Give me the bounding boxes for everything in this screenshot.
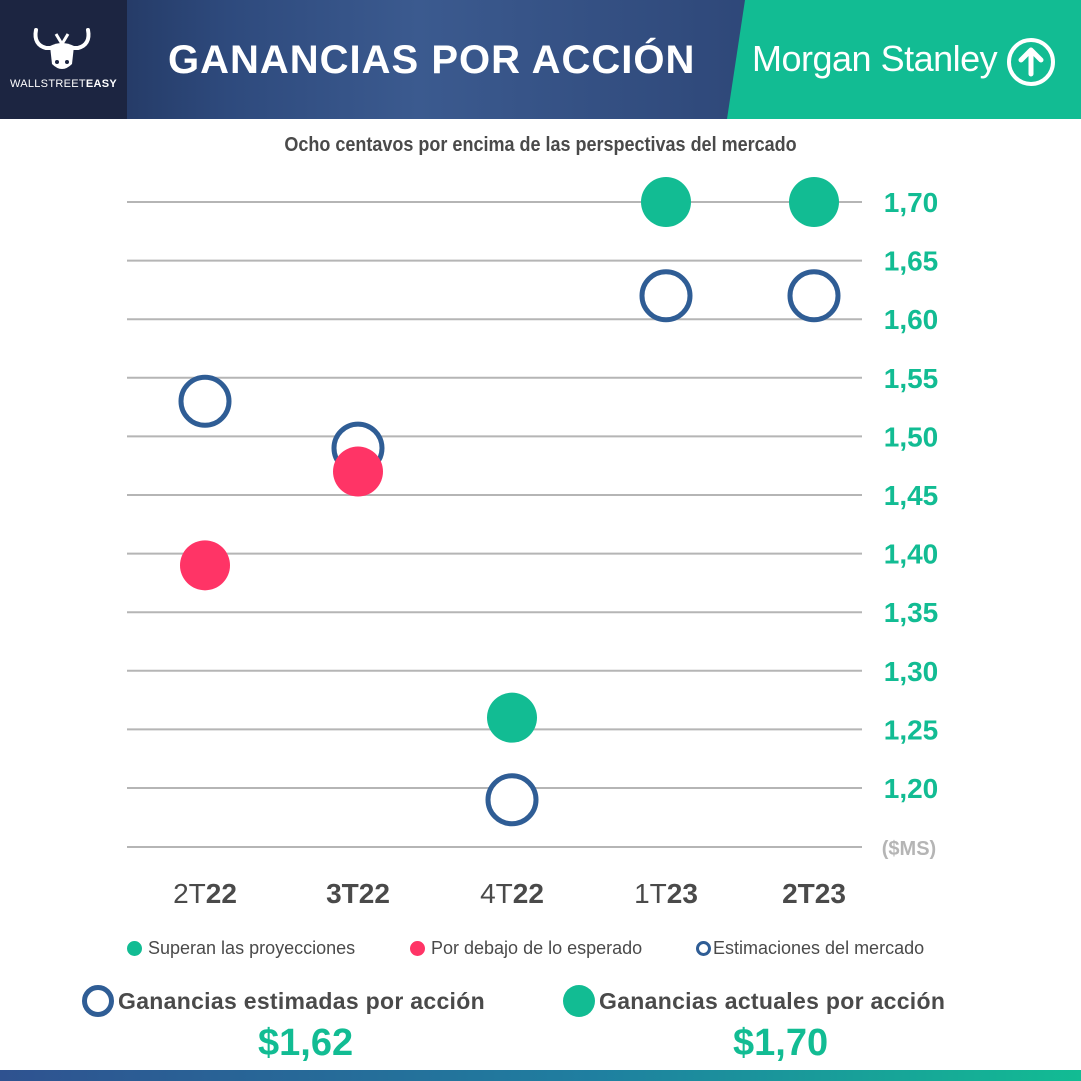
legend-label-estimate: Estimaciones del mercado (713, 937, 925, 958)
actual-point (487, 692, 537, 743)
y-tick-label: 1,60 (884, 304, 939, 335)
estimated-value: $1,62 (258, 1022, 354, 1064)
y-tick-label: 1,40 (884, 539, 939, 570)
header: WALLSTREETEASY GANANCIAS POR ACCIÓN Morg… (0, 0, 1081, 119)
y-tick-label: 1,30 (884, 656, 939, 687)
actual-label: Ganancias actuales por acción (599, 987, 946, 1014)
x-tick-label: 1T23 (634, 878, 698, 909)
y-axis-unit-label: ($MS) (882, 838, 936, 860)
legend-label-above: Superan las proyecciones (148, 937, 356, 958)
estimate-point (178, 374, 232, 428)
bottom-bar (0, 1070, 1081, 1081)
legend-label-below: Por debajo de lo esperado (431, 937, 643, 958)
summary-estimated: Ganancias estimadas por acción (82, 985, 485, 1017)
chart-subtitle: Ocho centavos por encima de las perspect… (284, 134, 797, 156)
bull-logo-icon (33, 28, 91, 69)
page-title: GANANCIAS POR ACCIÓN (168, 38, 696, 82)
estimated-label: Ganancias estimadas por acción (118, 987, 485, 1014)
estimate-point (787, 269, 841, 323)
y-tick-label: 1,35 (884, 597, 939, 628)
legend-item-estimate: Estimaciones del mercado (696, 935, 924, 961)
ring-icon (82, 985, 114, 1017)
x-tick-label: 4T22 (480, 878, 544, 909)
actual-point (333, 446, 383, 497)
estimate-point (485, 773, 539, 827)
brand-name: Morgan Stanley (752, 38, 998, 79)
legend-item-above: Superan las proyecciones (127, 935, 355, 961)
ring-icon (696, 940, 711, 956)
arrow-up-circle-icon (1007, 38, 1055, 86)
actual-point (180, 540, 230, 591)
x-tick-label: 3T22 (326, 878, 390, 909)
y-tick-label: 1,20 (884, 773, 939, 804)
actual-value: $1,70 (733, 1022, 829, 1064)
red-dot-icon (410, 940, 425, 956)
x-tick-label: 2T22 (173, 878, 237, 909)
actual-point (789, 177, 839, 227)
actual-point (641, 177, 691, 227)
estimate-point (639, 269, 693, 323)
y-tick-label: 1,55 (884, 363, 939, 394)
y-tick-label: 1,45 (884, 480, 939, 511)
x-tick-label: 2T23 (782, 878, 846, 909)
filled-dot-icon (563, 985, 595, 1017)
y-tick-label: 1,65 (884, 246, 939, 277)
legend-item-below: Por debajo de lo esperado (410, 935, 642, 961)
logo[interactable]: WALLSTREETEASY (0, 0, 127, 119)
y-tick-label: 1,50 (884, 421, 939, 452)
y-tick-label: 1,70 (884, 187, 939, 218)
y-tick-label: 1,25 (884, 714, 939, 745)
summary-actual: Ganancias actuales por acción (563, 985, 945, 1017)
green-dot-icon (127, 940, 142, 956)
logo-text: WALLSTREETEASY (9, 78, 118, 90)
eps-scatter-chart: 1,70 1,65 1,60 1,55 1,50 1,45 1,40 1,35 1,30 1,25… (127, 177, 939, 909)
